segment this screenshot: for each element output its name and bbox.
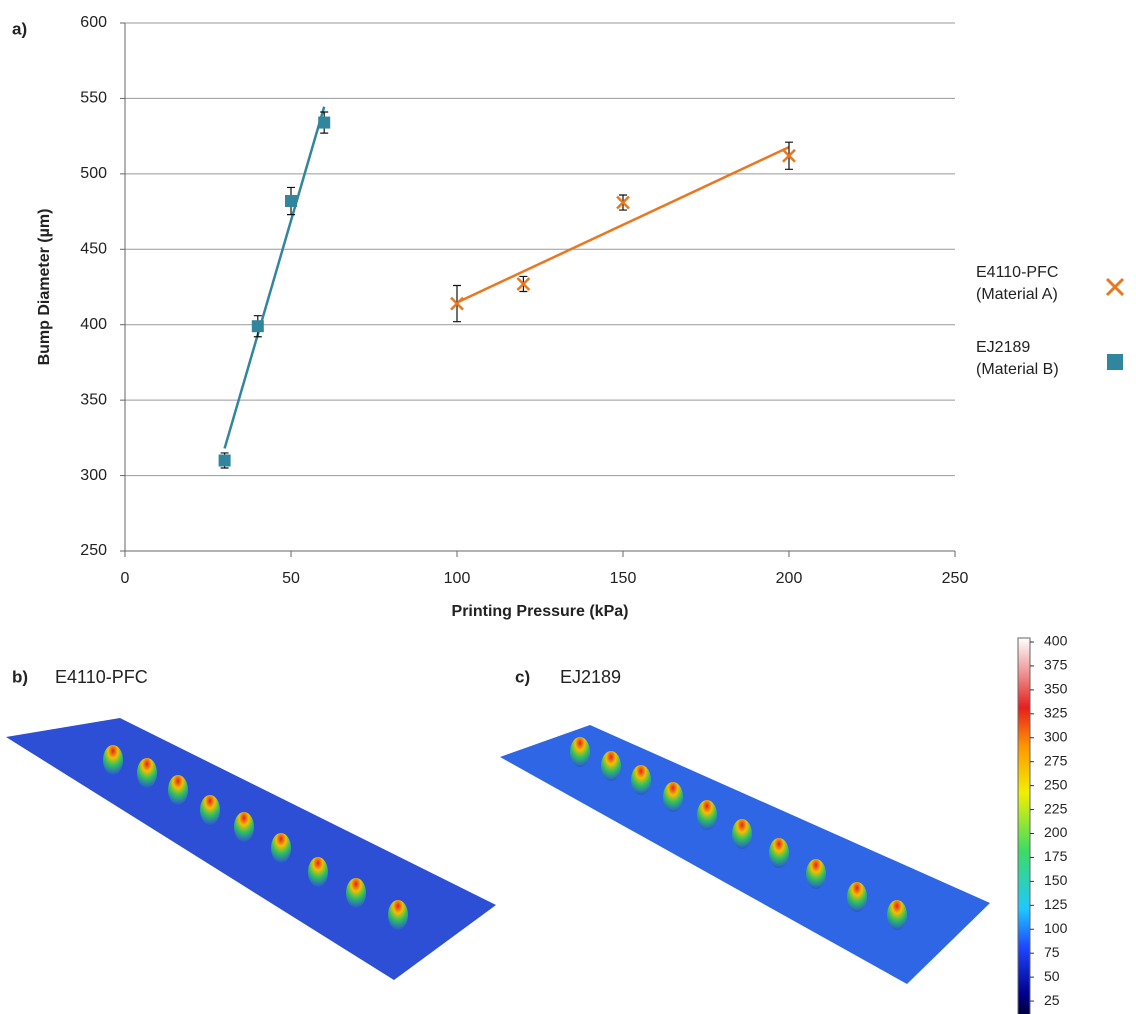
bump: [601, 751, 621, 781]
y-tick-label: 450: [80, 241, 107, 258]
legend-marker: [1107, 279, 1123, 295]
bump: [234, 812, 254, 842]
panel-label: a): [12, 19, 27, 38]
colorbar-tick-label: 400: [1044, 633, 1068, 649]
legend-label: E4110-PFC (Material A): [976, 262, 1088, 306]
bump: [388, 900, 408, 930]
y-tick-label: 350: [80, 391, 107, 408]
colorbar: [1018, 638, 1030, 1014]
marker: [252, 320, 264, 332]
x-tick-label: 50: [282, 570, 300, 587]
colorbar-tick-label: 200: [1044, 824, 1068, 840]
colorbar-tick-label: 75: [1044, 944, 1060, 960]
surface-images: [6, 718, 990, 984]
y-tick-label: 300: [80, 467, 107, 484]
y-tick-label: 250: [80, 542, 107, 559]
bump: [308, 857, 328, 887]
x-tick-label: 200: [776, 570, 803, 587]
panel-label: c): [515, 667, 530, 686]
x-tick-label: 100: [444, 570, 471, 587]
colorbar-tick-label: 50: [1044, 968, 1060, 984]
colorbar-tick-label: 175: [1044, 848, 1068, 864]
bump: [168, 775, 188, 805]
y-tick-label: 400: [80, 316, 107, 333]
colorbar-tick-label: 150: [1044, 872, 1068, 888]
colorbar-tick-label: 350: [1044, 681, 1068, 697]
legend-marker: [1107, 354, 1123, 370]
bump: [346, 878, 366, 908]
bump: [887, 900, 907, 930]
panel-label: b): [12, 667, 28, 686]
trendline: [225, 107, 325, 449]
trendline: [457, 147, 789, 302]
figure: a) b) E4110-PFC c) EJ2189 Printing Press…: [0, 0, 1136, 1014]
bump: [697, 800, 717, 830]
colorbar-tick-label: 375: [1044, 657, 1068, 673]
colorbar-tick-label: 325: [1044, 705, 1068, 721]
colorbar-tick-label: 125: [1044, 896, 1068, 912]
legend-label: EJ2189 (Material B): [976, 337, 1088, 381]
bump: [769, 838, 789, 868]
bump: [847, 882, 867, 912]
y-tick-label: 500: [80, 165, 107, 182]
x-tick-label: 0: [121, 570, 130, 587]
y-tick-label: 550: [80, 90, 107, 107]
bump: [200, 795, 220, 825]
marker: [285, 195, 297, 207]
x-axis-title: Printing Pressure (kPa): [452, 603, 629, 620]
colorbar-tick-label: 100: [1044, 920, 1068, 936]
colorbar-tick-label: 25: [1044, 992, 1060, 1008]
bump: [806, 859, 826, 889]
marker: [318, 117, 330, 129]
panel-title: E4110-PFC: [55, 667, 148, 687]
y-axis-title: Bump Diameter (µm): [36, 209, 53, 366]
surface-b: [6, 718, 496, 980]
bump: [663, 782, 683, 812]
colorbar-tick-label: 225: [1044, 800, 1068, 816]
marker: [219, 454, 231, 466]
x-tick-label: 150: [610, 570, 637, 587]
colorbar-tick-label: 300: [1044, 728, 1068, 744]
bump: [732, 819, 752, 849]
chart: a) b) E4110-PFC c) EJ2189 Printing Press…: [0, 0, 1136, 1014]
y-tick-label: 600: [80, 14, 107, 31]
colorbar-tick-label: 250: [1044, 776, 1068, 792]
bump: [570, 737, 590, 767]
bump: [103, 745, 123, 775]
bump: [631, 765, 651, 795]
bump: [271, 833, 291, 863]
bump: [137, 758, 157, 788]
colorbar-tick-label: 275: [1044, 752, 1068, 768]
surface-c: [500, 725, 990, 984]
x-tick-label: 250: [942, 570, 969, 587]
panel-title: EJ2189: [560, 667, 621, 687]
